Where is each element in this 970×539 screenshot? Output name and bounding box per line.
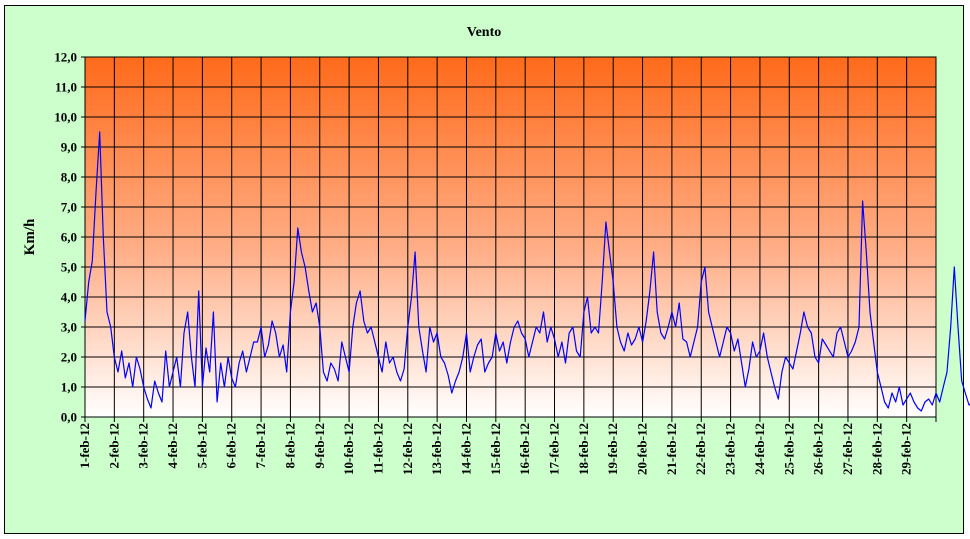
x-tick-label: 2-feb-12 [106,423,121,469]
x-tick-label: 14-feb-12 [458,423,473,475]
y-tick-label: 7,0 [61,200,77,215]
y-axis-label: Km/h [22,218,38,255]
series-line-vento [84,131,970,412]
y-tick-label: 1,0 [61,380,77,395]
x-tick-label: 8-feb-12 [282,423,297,469]
x-tick-label: 7-feb-12 [253,423,268,469]
y-tick-label: 2,0 [61,350,77,365]
x-tick-label: 23-feb-12 [723,423,738,475]
y-tick-label: 4,0 [61,290,77,305]
x-tick-label: 21-feb-12 [664,423,679,475]
x-tick-label: 15-feb-12 [488,423,503,475]
x-tick-label: 16-feb-12 [517,423,532,475]
x-tick-label: 1-feb-12 [77,423,92,469]
y-tick-label: 10,0 [54,110,77,125]
x-tick-label: 18-feb-12 [576,423,591,475]
x-axis: 1-feb-12 2-feb-12 3-feb-12 4-feb-12 5-feb-12… [77,417,937,475]
chart-title: Vento [467,25,502,40]
y-tick-label: 0,0 [61,410,77,425]
x-tick-label: 5-feb-12 [194,423,209,469]
x-tick-label: 19-feb-12 [605,423,620,475]
y-tick-label: 3,0 [61,320,77,335]
y-tick-label: 8,0 [61,170,77,185]
y-tick-label: 12,0 [54,50,77,65]
x-tick-label: 6-feb-12 [224,423,239,469]
x-tick-label: 4-feb-12 [165,423,180,469]
y-axis: 0,0 1,0 2,0 3,0 4,0 5,0 6,0 7,0 8,0 9,0 10,0 11,0 12… [54,50,85,425]
y-tick-label: 5,0 [61,260,77,275]
x-tick-label: 9-feb-12 [312,423,327,469]
x-tick-label: 29-feb-12 [899,423,914,475]
x-tick-label: 17-feb-12 [547,423,562,475]
y-tick-label: 11,0 [55,80,77,95]
x-tick-label: 26-feb-12 [811,423,826,475]
x-tick-label: 11-feb-12 [370,423,385,474]
y-tick-label: 6,0 [61,230,77,245]
x-tick-label: 28-feb-12 [869,423,884,475]
x-tick-label: 25-feb-12 [781,423,796,475]
x-tick-label: 12-feb-12 [400,423,415,475]
gridlines [84,56,937,418]
x-tick-label: 27-feb-12 [840,423,855,475]
x-tick-label: 10-feb-12 [341,423,356,475]
x-tick-label: 22-feb-12 [693,423,708,475]
x-tick-label: 13-feb-12 [429,423,444,475]
y-tick-label: 9,0 [61,140,77,155]
x-tick-label: 20-feb-12 [635,423,650,475]
x-tick-label: 24-feb-12 [752,423,767,475]
x-tick-label: 3-feb-12 [136,423,151,469]
